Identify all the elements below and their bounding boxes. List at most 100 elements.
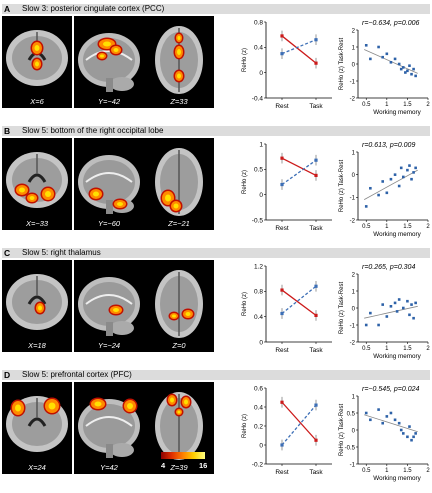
- scatter-point: [385, 315, 389, 318]
- y-tick-label: 0: [352, 306, 356, 312]
- x-tick-label: Task: [309, 347, 323, 354]
- blue-series-line: [281, 39, 317, 55]
- scatter-point: [397, 62, 401, 66]
- colorbar: 4 16: [161, 452, 207, 470]
- y-tick-label: 1: [352, 150, 356, 156]
- panel-a: A Slow 3: posterior cingulate cortex (PCC…: [0, 2, 432, 122]
- scatter-point: [412, 171, 415, 174]
- red-series-line: [281, 289, 317, 316]
- scatter-point: [397, 421, 401, 425]
- y-tick-label: 0: [259, 70, 263, 77]
- slice-coordinate: Y=−42: [97, 97, 121, 106]
- x-tick-label: Task: [309, 103, 323, 110]
- y-axis-label: ReHo (z): [242, 48, 248, 72]
- scatter-point: [412, 435, 415, 439]
- y-tick-label: 1: [352, 45, 356, 51]
- y-tick-label: -0.5: [252, 217, 264, 224]
- scatter-point: [414, 74, 417, 78]
- panel-header: B Slow 5: bottom of the right occipital l…: [2, 126, 430, 136]
- brain-slice-3: Z=0: [144, 260, 214, 352]
- y-tick-label: 0: [259, 442, 263, 449]
- x-tick-label: 0.5: [362, 102, 371, 108]
- slice-coordinate: X=18: [28, 341, 46, 350]
- scatter-point: [399, 67, 403, 71]
- scatter-point: [399, 166, 403, 170]
- scatter-point: [377, 45, 380, 49]
- slice-coordinate: Z=33: [170, 97, 188, 106]
- y-tick-label: 0.8: [254, 289, 263, 296]
- y-tick-label: 0.5: [347, 411, 356, 417]
- brain-slice-2: Y=−42: [74, 16, 144, 108]
- scatter-point: [381, 180, 385, 183]
- scatter-point: [397, 184, 401, 188]
- y-tick-label: 0: [352, 173, 356, 179]
- brain-slice-2: Y=−60: [74, 138, 144, 230]
- y-tick-label: -1: [350, 323, 356, 329]
- x-axis-label: Working memory: [373, 475, 421, 482]
- y-tick-label: 1: [352, 394, 356, 400]
- slice-coordinate: X=−33: [25, 219, 49, 228]
- x-tick-label: 2: [426, 102, 430, 108]
- mean-point: [314, 38, 318, 42]
- scatter-point: [393, 173, 397, 176]
- scatter-point: [377, 323, 380, 327]
- scatter-point: [364, 205, 368, 208]
- scatter-point: [406, 69, 409, 73]
- panel-title: Slow 5: right thalamus: [22, 248, 101, 257]
- scatter-point: [410, 438, 413, 442]
- slice-coordinate: X=24: [28, 463, 46, 472]
- x-axis-label: Working memory: [373, 109, 421, 116]
- mean-point: [280, 400, 284, 404]
- y-axis-label: ReHo (z) Task-Rest: [339, 404, 345, 457]
- colorbar-min: 4: [161, 461, 166, 470]
- scatter-point: [408, 64, 411, 67]
- scatter-point: [385, 415, 389, 418]
- y-tick-label: -0.5: [345, 445, 356, 451]
- y-tick-label: -0.2: [252, 461, 264, 468]
- mean-point: [314, 438, 318, 442]
- brain-slice-3: Z=33: [144, 16, 214, 108]
- line-plot: 1.2 0.8 0.4 0 Rest Task ReHo (z): [242, 263, 332, 354]
- scatter-point: [410, 303, 413, 306]
- slice-coordinate: Y=−24: [97, 341, 121, 350]
- mean-point: [314, 313, 318, 317]
- panel-letter: D: [4, 370, 11, 380]
- y-axis-label: ReHo (z): [242, 414, 248, 438]
- line-plot: 1 0.5 0 -0.5 Rest Task ReHo (z): [242, 141, 332, 232]
- x-tick-label: 0.5: [362, 468, 371, 474]
- scatter-point: [389, 411, 393, 415]
- x-tick-label: Rest: [275, 347, 289, 354]
- y-tick-label: 1.2: [254, 263, 263, 270]
- panel-letter: A: [4, 4, 11, 14]
- x-tick-label: Rest: [275, 469, 289, 476]
- x-tick-label: 2: [426, 346, 430, 352]
- panel-title: Slow 5: prefrontal cortex (PFC): [22, 370, 132, 379]
- scatter-point: [385, 52, 389, 56]
- y-tick-label: -1: [350, 79, 356, 85]
- scatter-point: [389, 61, 393, 64]
- scatter-plot: r=0.265, p=0.304 2 1 0 -1 -2 0.5 1 1.5 2 Working m…: [339, 264, 430, 360]
- x-tick-label: 1.5: [403, 102, 412, 108]
- brain-slice-1: X=18: [2, 260, 72, 352]
- y-tick-label: 0.4: [254, 45, 263, 52]
- scatter-plot: r=0.613, p=0.009 1 0 -1 -2 0.5 1 1.5 2 Working me…: [339, 142, 430, 238]
- y-tick-label: 0: [352, 62, 356, 68]
- x-tick-label: 1.5: [403, 224, 412, 230]
- panel-d: D Slow 5: prefrontal cortex (PFC) X=24 Y=42…: [0, 368, 432, 488]
- brain-slice-2: Y=42: [74, 382, 144, 474]
- scatter-point: [389, 305, 393, 308]
- scatter-point: [408, 164, 411, 167]
- red-series-line: [281, 157, 317, 176]
- scatter-point: [395, 310, 399, 313]
- slice-coordinate: Z=−21: [168, 219, 190, 228]
- scatter-point: [393, 418, 397, 422]
- scatter-point: [401, 175, 405, 179]
- scatter-point: [414, 301, 417, 305]
- red-series-line: [281, 35, 317, 64]
- slice-coordinate: Z=0: [172, 341, 186, 350]
- scatter-point: [393, 57, 397, 61]
- panel-letter: C: [4, 248, 11, 258]
- line-plot: 0.8 0.4 0 -0.4 Rest Task ReHo (z): [242, 19, 332, 110]
- brain-slice-3: Z=39: [144, 382, 214, 474]
- blue-series-line: [281, 285, 317, 315]
